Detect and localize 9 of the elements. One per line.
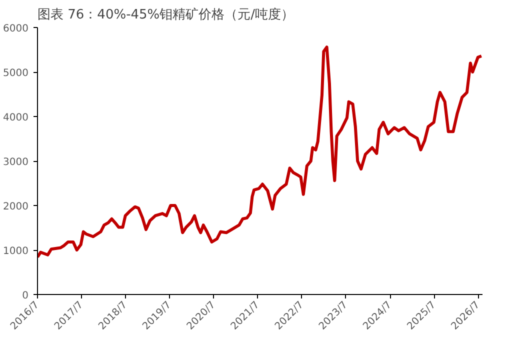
- line-series: [38, 46, 482, 259]
- chart-title: 图表 76：40%-45%钼精矿价格（元/吨度）: [38, 6, 294, 22]
- y-tick-label: 0: [22, 290, 29, 302]
- y-tick-label: 5000: [3, 68, 29, 79]
- y-tick-label: 2000: [3, 202, 29, 212]
- y-tick-label: 6000: [3, 24, 29, 34]
- y-tick-label: 1000: [3, 246, 29, 257]
- y-tick-label: 4000: [3, 112, 29, 124]
- y-tick-label: 3000: [3, 157, 29, 168]
